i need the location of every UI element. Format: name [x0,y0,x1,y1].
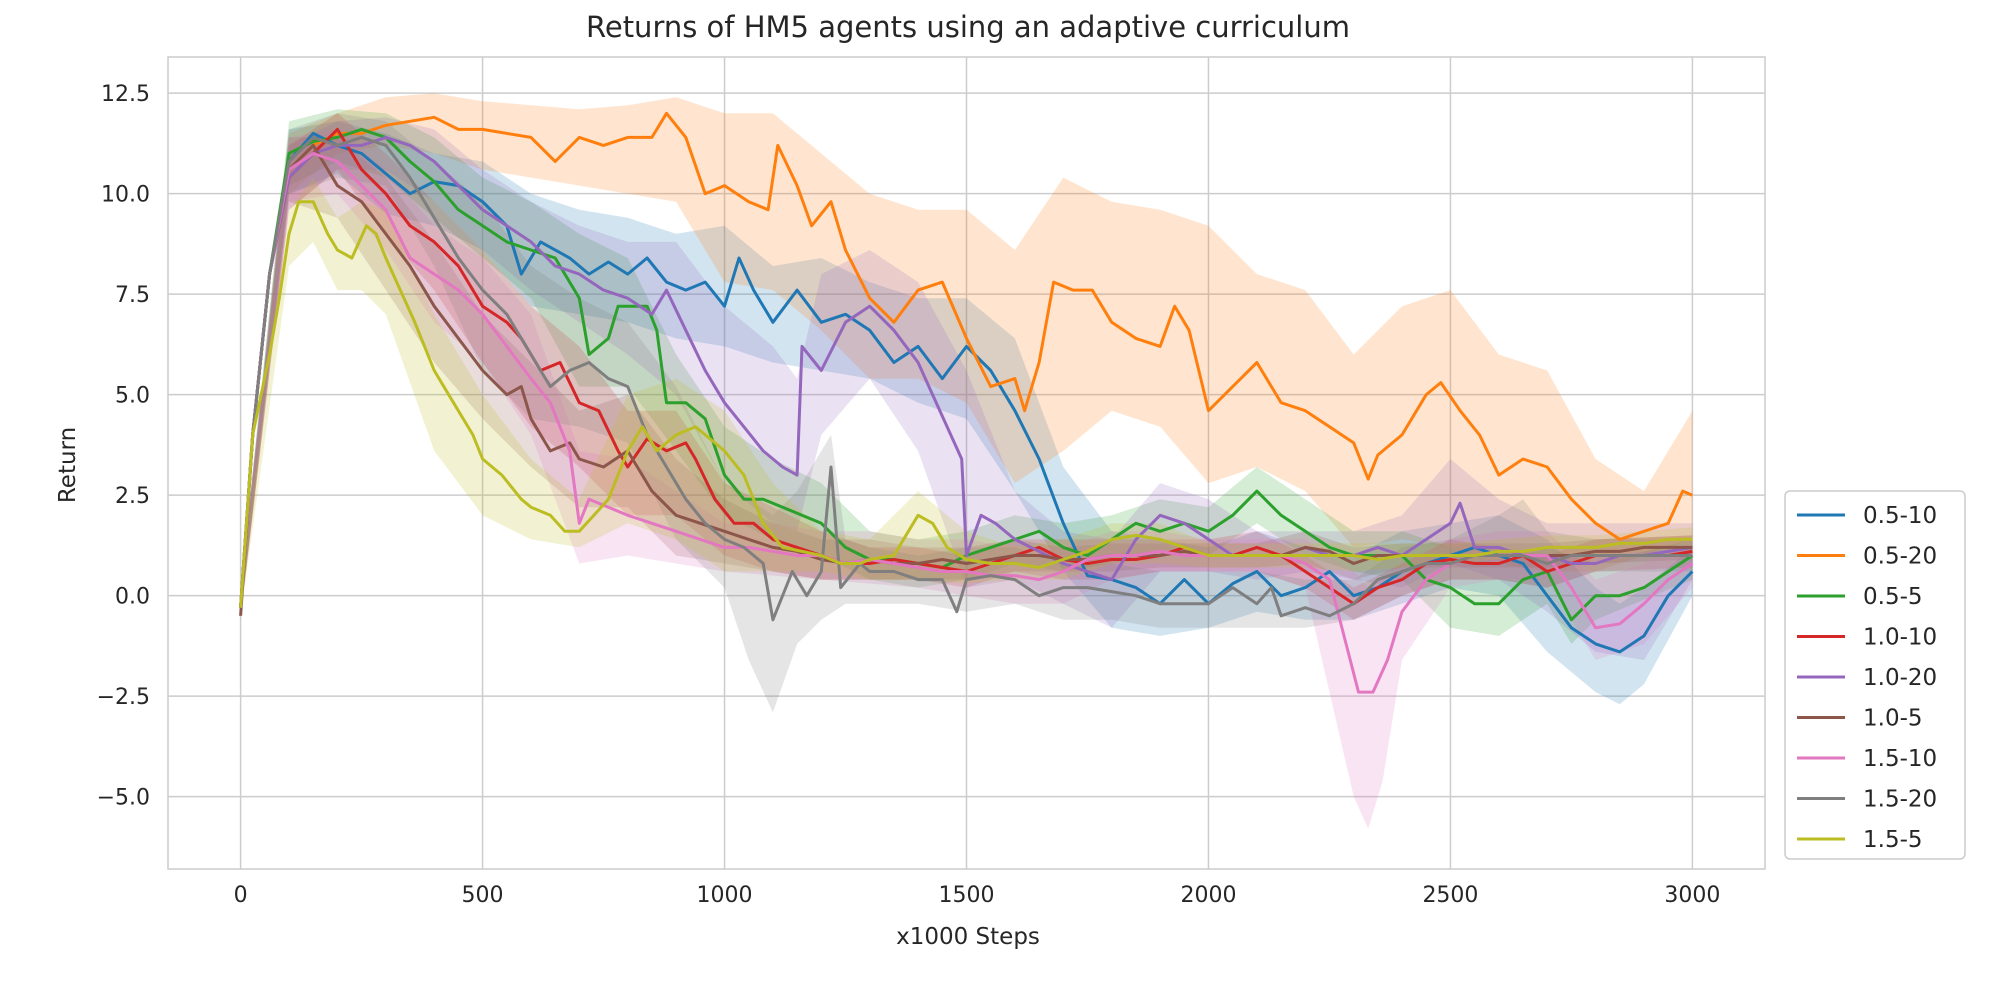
legend-label-0_5-5: 0.5-5 [1863,584,1923,610]
series-lines [239,111,1694,694]
band-0_5-10 [240,121,1693,705]
y-tick-label: 5.0 [115,384,150,409]
series-line-0_5-20 [239,111,1693,608]
y-axis-ticks: −5.0 −2.5 0.0 2.5 5.0 7.5 10.0 12.5 [97,82,150,810]
legend-box [1784,490,1966,860]
legend-label-1_5-10: 1.5-10 [1863,746,1937,772]
legend-label-1_0-5: 1.0-5 [1863,706,1923,732]
x-axis-label: x1000 Steps [896,924,1040,950]
legend-label-1_5-5: 1.5-5 [1863,827,1923,853]
x-tick-label: 2000 [1180,883,1236,908]
legend-label-0_5-10: 0.5-10 [1863,503,1937,529]
legend-label-1_0-20: 1.0-20 [1863,665,1937,691]
legend-label-1_0-10: 1.0-10 [1863,625,1937,651]
x-axis-ticks: 0 500 1000 1500 2000 2500 3000 [234,883,1721,908]
y-tick-label: 12.5 [101,82,150,107]
band-1_0-10 [240,113,1693,620]
y-axis-label: Return [55,427,81,503]
band-1_0-5 [240,137,1693,620]
x-tick-label: 0 [234,883,248,908]
x-tick-label: 2500 [1422,883,1478,908]
band-1_0-20 [240,117,1693,661]
legend-label-1_5-20: 1.5-20 [1863,787,1937,813]
grid [168,57,1765,869]
series-line-1_5-20 [239,135,1693,622]
y-tick-label: 0.0 [115,585,150,610]
series-line-1_5-5 [239,200,1693,608]
chart-title: Returns of HM5 agents using an adaptive … [586,10,1350,44]
x-tick-label: 500 [462,883,504,908]
x-tick-label: 3000 [1664,883,1720,908]
series-line-1_0-20 [239,135,1693,608]
y-tick-label: 2.5 [115,484,150,509]
legend: 0.5-10 0.5-20 0.5-5 1.0-10 1.0-20 1.0-5 1.5-10… [1784,490,1966,860]
y-tick-label: 10.0 [101,183,150,208]
plot-area [167,56,1766,870]
y-tick-label: 7.5 [115,283,150,308]
plot-frame [167,56,1766,870]
x-tick-label: 1000 [697,883,753,908]
x-tick-label: 1500 [939,883,995,908]
band-0_5-20 [240,93,1693,616]
band-1_5-10 [240,129,1693,829]
y-tick-label: −2.5 [97,685,150,710]
legend-label-0_5-20: 0.5-20 [1863,544,1937,570]
y-tick-label: −5.0 [97,786,150,811]
series-line-1_5-10 [239,152,1694,694]
